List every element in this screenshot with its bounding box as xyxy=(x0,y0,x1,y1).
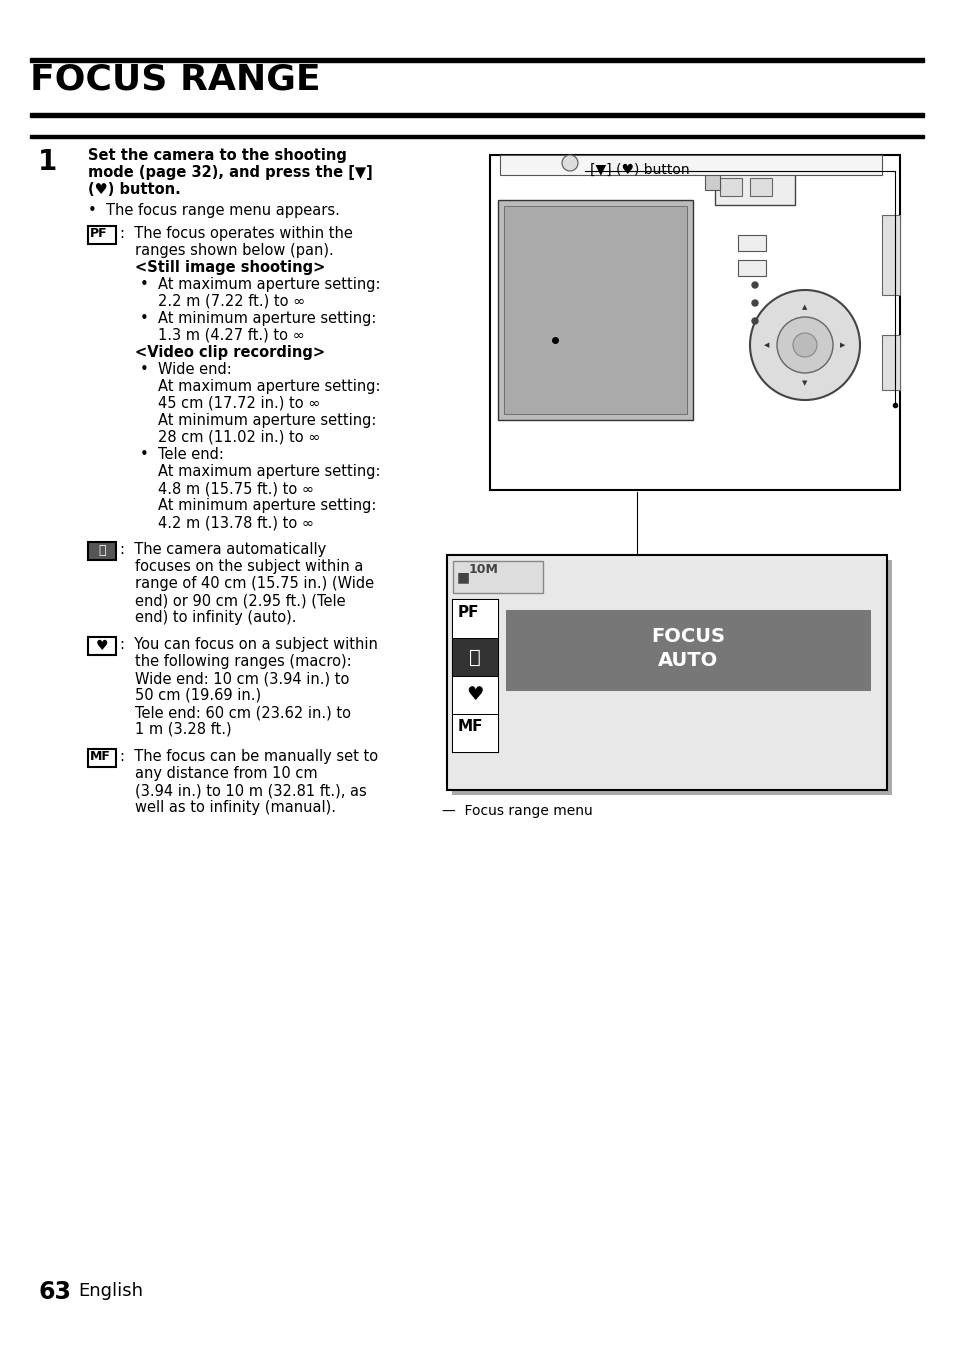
Text: [▼] (♥) button: [▼] (♥) button xyxy=(589,163,689,178)
Text: ♥: ♥ xyxy=(95,639,108,654)
Circle shape xyxy=(751,317,758,324)
Text: 1 m (3.28 ft.): 1 m (3.28 ft.) xyxy=(135,722,232,737)
Bar xyxy=(749,178,771,196)
Text: ♥: ♥ xyxy=(466,686,483,705)
Circle shape xyxy=(751,282,758,288)
Bar xyxy=(453,677,497,714)
Circle shape xyxy=(751,300,758,307)
Bar xyxy=(453,561,542,593)
Text: ranges shown below (pan).: ranges shown below (pan). xyxy=(135,243,334,258)
Bar xyxy=(505,611,870,691)
Text: •  At minimum aperture setting:: • At minimum aperture setting: xyxy=(140,311,376,325)
Bar xyxy=(30,134,923,139)
Text: English: English xyxy=(78,1282,143,1301)
Text: ⛰: ⛰ xyxy=(98,545,106,557)
Bar xyxy=(714,169,794,204)
Circle shape xyxy=(776,317,832,373)
Text: At minimum aperture setting:: At minimum aperture setting: xyxy=(158,498,376,512)
Bar xyxy=(30,58,923,62)
Bar xyxy=(453,638,497,677)
Text: MF: MF xyxy=(90,751,111,763)
Text: focuses on the subject within a: focuses on the subject within a xyxy=(135,560,363,574)
Text: ■: ■ xyxy=(456,570,469,584)
Bar xyxy=(882,335,899,390)
Bar xyxy=(88,638,116,655)
Text: At maximum aperture setting:: At maximum aperture setting: xyxy=(158,464,380,479)
Bar xyxy=(452,560,891,795)
Text: 50 cm (19.69 in.): 50 cm (19.69 in.) xyxy=(135,689,261,703)
Text: FOCUS RANGE: FOCUS RANGE xyxy=(30,62,320,95)
Bar xyxy=(447,555,886,790)
Text: 10M: 10M xyxy=(469,564,498,576)
Text: ⛰: ⛰ xyxy=(469,647,480,667)
Bar xyxy=(882,215,899,295)
Text: 4.8 m (15.75 ft.) to ∞: 4.8 m (15.75 ft.) to ∞ xyxy=(158,482,314,496)
Circle shape xyxy=(561,155,578,171)
Text: <Still image shooting>: <Still image shooting> xyxy=(135,260,325,274)
Bar xyxy=(453,600,497,752)
Text: MF: MF xyxy=(457,720,483,734)
Text: —  Focus range menu: — Focus range menu xyxy=(441,804,592,818)
Text: well as to infinity (manual).: well as to infinity (manual). xyxy=(135,800,335,815)
Text: 28 cm (11.02 in.) to ∞: 28 cm (11.02 in.) to ∞ xyxy=(158,430,320,445)
Text: range of 40 cm (15.75 in.) (Wide: range of 40 cm (15.75 in.) (Wide xyxy=(135,576,374,590)
Text: end) or 90 cm (2.95 ft.) (Tele: end) or 90 cm (2.95 ft.) (Tele xyxy=(135,593,345,608)
Text: ▼: ▼ xyxy=(801,381,807,386)
Circle shape xyxy=(792,334,816,356)
Bar xyxy=(499,155,882,175)
Text: •  The focus range menu appears.: • The focus range menu appears. xyxy=(88,203,339,218)
Bar xyxy=(503,206,686,414)
Text: ▲: ▲ xyxy=(801,304,807,309)
Text: :  The focus operates within the: : The focus operates within the xyxy=(120,226,353,241)
Text: end) to infinity (auto).: end) to infinity (auto). xyxy=(135,611,296,625)
Text: At maximum aperture setting:: At maximum aperture setting: xyxy=(158,379,380,394)
Text: ◀: ◀ xyxy=(763,342,769,348)
Circle shape xyxy=(749,291,859,399)
Text: any distance from 10 cm: any distance from 10 cm xyxy=(135,767,317,781)
Bar xyxy=(490,155,899,490)
Text: 45 cm (17.72 in.) to ∞: 45 cm (17.72 in.) to ∞ xyxy=(158,395,320,412)
Text: Set the camera to the shooting: Set the camera to the shooting xyxy=(88,148,347,163)
Text: •  At maximum aperture setting:: • At maximum aperture setting: xyxy=(140,277,380,292)
Bar xyxy=(453,714,497,752)
Bar xyxy=(88,749,116,767)
Text: At minimum aperture setting:: At minimum aperture setting: xyxy=(158,413,376,428)
Text: Wide end: 10 cm (3.94 in.) to: Wide end: 10 cm (3.94 in.) to xyxy=(135,671,349,686)
Text: 2.2 m (7.22 ft.) to ∞: 2.2 m (7.22 ft.) to ∞ xyxy=(158,295,305,309)
Bar xyxy=(720,178,741,196)
Bar xyxy=(497,200,692,420)
Text: 63: 63 xyxy=(38,1280,71,1305)
Text: :  The focus can be manually set to: : The focus can be manually set to xyxy=(120,749,377,764)
Text: 1: 1 xyxy=(38,148,57,176)
Bar xyxy=(88,226,116,243)
Text: •  Wide end:: • Wide end: xyxy=(140,362,232,377)
Bar xyxy=(738,235,765,252)
Text: 4.2 m (13.78 ft.) to ∞: 4.2 m (13.78 ft.) to ∞ xyxy=(158,515,314,530)
Text: 1.3 m (4.27 ft.) to ∞: 1.3 m (4.27 ft.) to ∞ xyxy=(158,328,304,343)
Text: :  The camera automatically: : The camera automatically xyxy=(120,542,326,557)
Text: (♥) button.: (♥) button. xyxy=(88,182,180,196)
Text: PF: PF xyxy=(90,227,108,239)
Text: mode (page 32), and press the [▼]: mode (page 32), and press the [▼] xyxy=(88,165,373,180)
Text: (3.94 in.) to 10 m (32.81 ft.), as: (3.94 in.) to 10 m (32.81 ft.), as xyxy=(135,783,366,798)
Text: Tele end: 60 cm (23.62 in.) to: Tele end: 60 cm (23.62 in.) to xyxy=(135,705,351,720)
Bar xyxy=(738,260,765,276)
Text: •  Tele end:: • Tele end: xyxy=(140,447,224,461)
Text: the following ranges (macro):: the following ranges (macro): xyxy=(135,654,352,668)
Bar xyxy=(704,165,720,190)
Text: <Video clip recording>: <Video clip recording> xyxy=(135,346,325,360)
Text: :  You can focus on a subject within: : You can focus on a subject within xyxy=(120,638,377,652)
Bar xyxy=(88,542,116,560)
Text: ▶: ▶ xyxy=(840,342,844,348)
Text: PF: PF xyxy=(457,605,479,620)
Bar xyxy=(30,113,923,117)
Bar xyxy=(453,600,497,638)
Text: AUTO: AUTO xyxy=(658,651,718,670)
Text: FOCUS: FOCUS xyxy=(650,627,724,646)
